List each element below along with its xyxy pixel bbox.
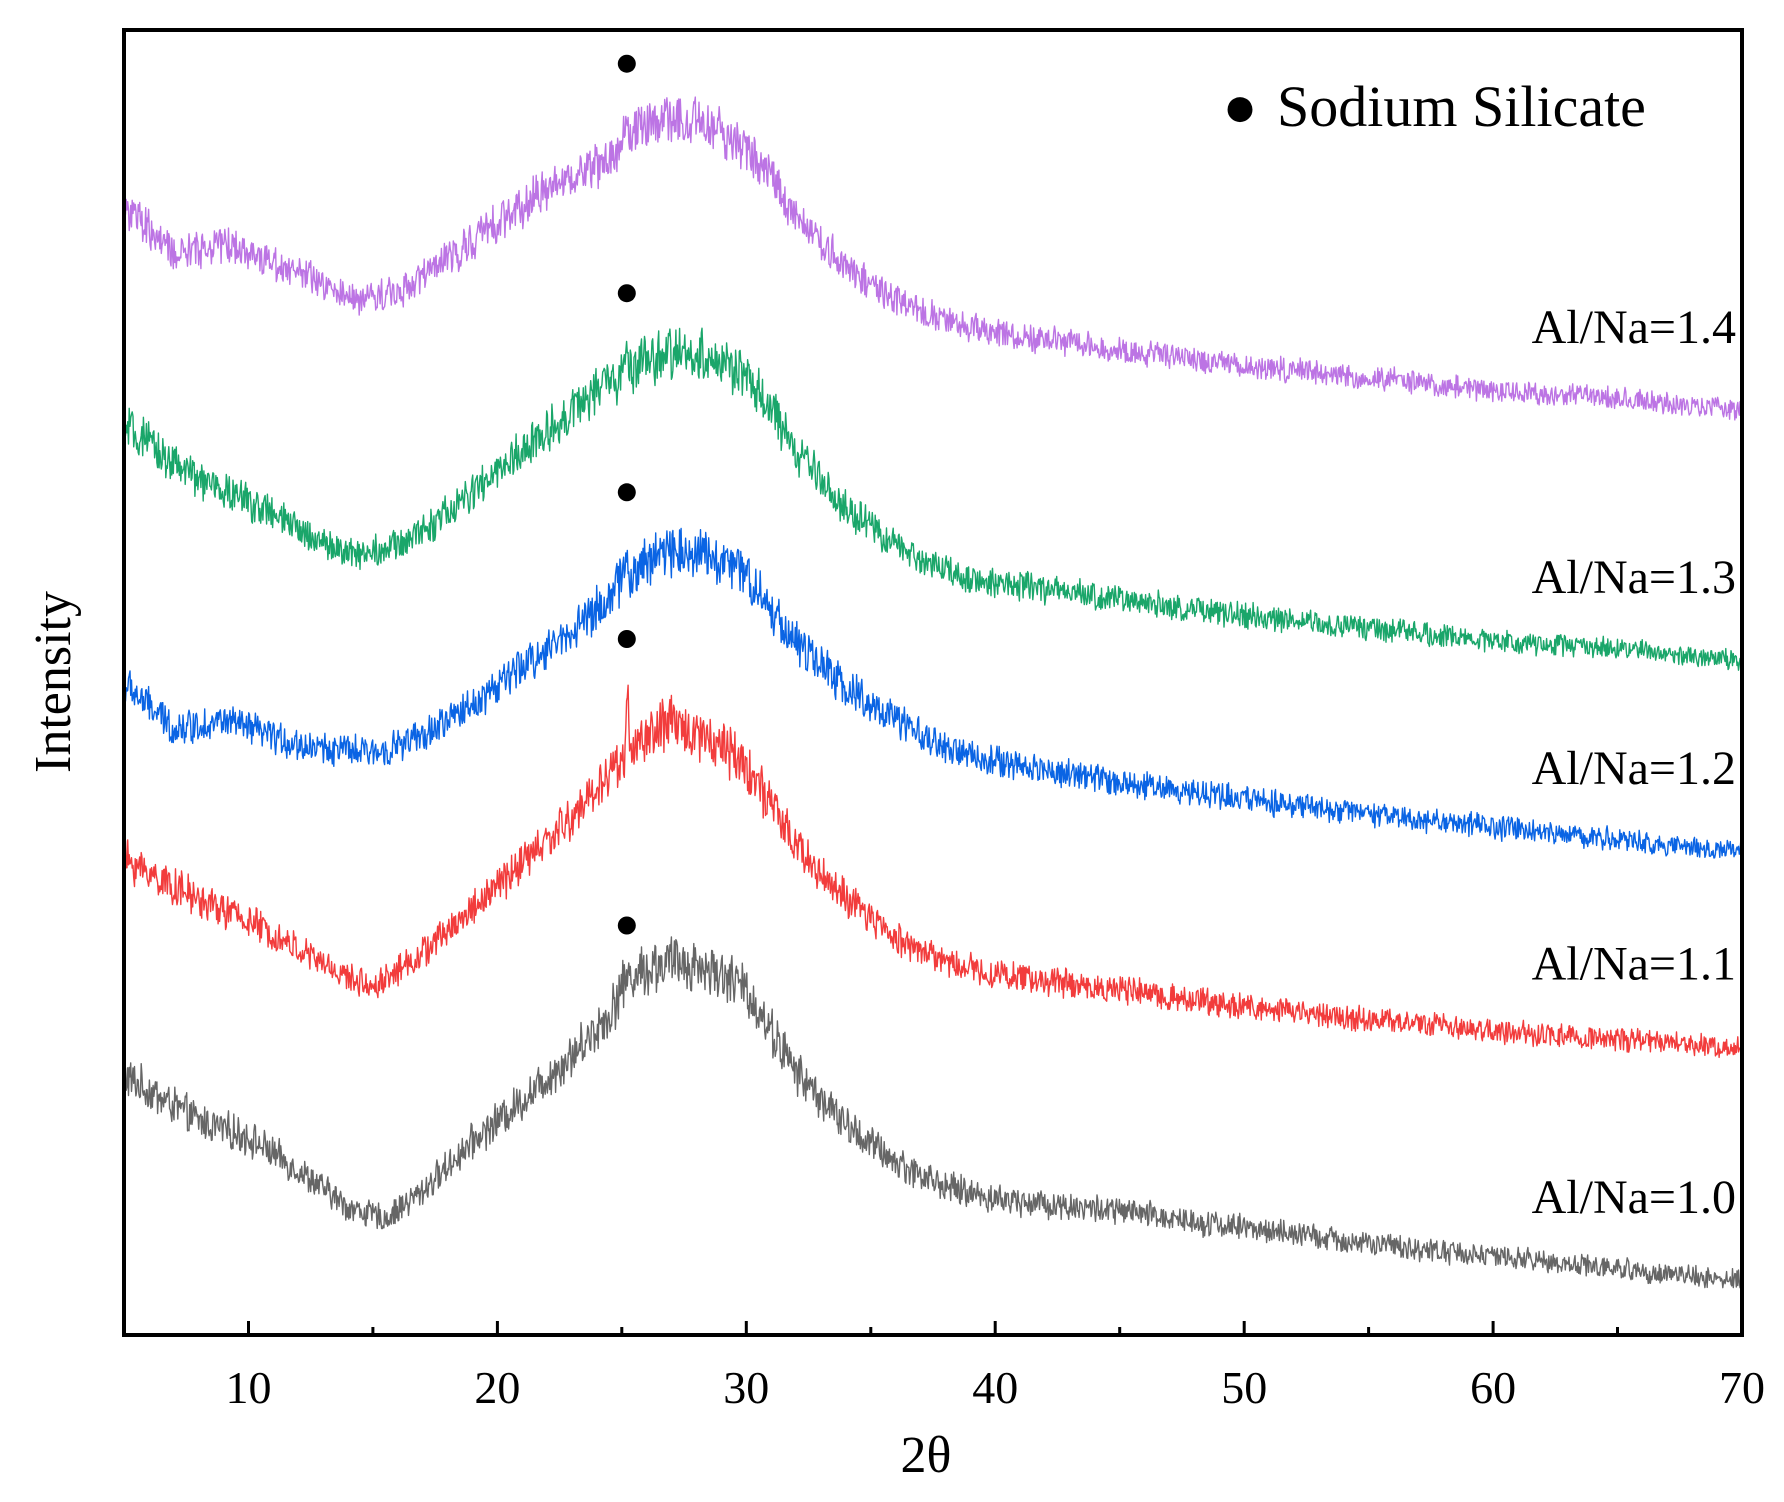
legend-label: Sodium Silicate xyxy=(1277,74,1646,139)
legend-marker: ● xyxy=(1222,74,1257,139)
x-tick-label: 20 xyxy=(474,1362,520,1413)
peak-marker-dot xyxy=(617,483,636,502)
plot-frame xyxy=(122,28,1744,1337)
series-line-10 xyxy=(123,936,1743,1289)
peak-marker-dot xyxy=(617,284,636,303)
series-label: Al/Na=1.3 xyxy=(1532,551,1736,604)
x-tick-label: 60 xyxy=(1470,1362,1516,1413)
x-tick-label: 10 xyxy=(226,1362,272,1413)
series-label: Al/Na=1.0 xyxy=(1532,1171,1736,1224)
series-line-14 xyxy=(123,96,1743,421)
series-line-12 xyxy=(123,527,1743,859)
series-label: Al/Na=1.1 xyxy=(1532,938,1736,991)
x-tick-label: 40 xyxy=(972,1362,1018,1413)
peak-marker-dot xyxy=(617,630,636,648)
series-line-11 xyxy=(123,684,1743,1059)
y-axis-title: Intensity xyxy=(25,591,82,773)
peak-marker-group xyxy=(617,54,636,935)
series-line-13 xyxy=(124,327,1742,671)
peak-marker-dot xyxy=(617,916,636,935)
x-tick-label: 70 xyxy=(1719,1362,1765,1413)
x-tick-label: 30 xyxy=(723,1362,769,1413)
legend: ● Sodium Silicate xyxy=(1222,74,1645,139)
peak-marker-dot xyxy=(617,54,636,73)
series-group xyxy=(123,96,1743,1289)
series-label: Al/Na=1.4 xyxy=(1532,301,1736,354)
x-axis-ticks: 10 20 30 40 50 60 70 xyxy=(122,1321,1765,1413)
series-labels: Al/Na=1.0 Al/Na=1.1 Al/Na=1.2 Al/Na=1.3 Al/N… xyxy=(1532,301,1736,1224)
x-axis-title: 2θ xyxy=(901,1427,952,1484)
x-tick-label: 50 xyxy=(1221,1362,1267,1413)
series-label: Al/Na=1.2 xyxy=(1532,742,1736,795)
